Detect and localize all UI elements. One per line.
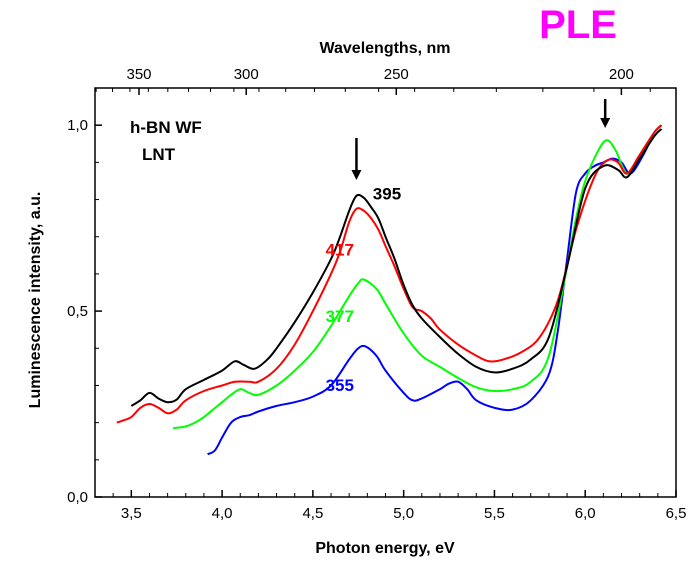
x-tick-label: 5,5 — [484, 505, 505, 522]
x-tick-label: 5,0 — [393, 505, 414, 522]
series-line-417 — [116, 124, 663, 424]
series-line-395 — [130, 128, 663, 407]
series-label-417: 417 — [326, 240, 354, 259]
y-axis-title: Luminescence intensity, a.u. — [27, 192, 44, 409]
y-tick-label: 1,0 — [67, 117, 88, 134]
series-line-355 — [207, 124, 663, 456]
series-label-395: 395 — [373, 185, 401, 204]
plot-frame — [94, 87, 677, 498]
x-axis-ticks: 3,5 4,0 4,5 5,0 5,5 6,0 6,5 — [94, 490, 687, 522]
x-tick-label: 4,0 — [212, 505, 233, 522]
top-axis-title: Wavelengths, nm — [320, 40, 451, 57]
series-labels: 395 417 377 355 — [326, 185, 402, 395]
x-axis-title: Photon energy, eV — [315, 540, 455, 557]
series-label-377: 377 — [326, 307, 354, 326]
peak-arrow-head — [351, 170, 362, 180]
top-tick-label: 300 — [234, 66, 259, 83]
sample-label: h-BN WF — [130, 118, 202, 137]
peak-arrows — [351, 99, 611, 180]
x-tick-label: 6,0 — [575, 505, 596, 522]
spectra-curves — [116, 124, 663, 456]
y-tick-label: 0,5 — [67, 303, 88, 320]
top-axis-ticks: 350 300 250 200 — [95, 66, 651, 95]
x-tick-label: 6,5 — [666, 505, 687, 522]
top-tick-label: 250 — [384, 66, 409, 83]
top-tick-label: 200 — [609, 66, 634, 83]
top-tick-label: 350 — [126, 66, 151, 83]
y-axis-ticks: 0,0 0,5 1,0 — [67, 117, 102, 506]
x-tick-label: 3,5 — [121, 505, 142, 522]
temperature-label: LNT — [142, 145, 176, 164]
y-tick-label: 0,0 — [67, 489, 88, 506]
peak-arrow-head — [600, 118, 611, 128]
series-label-355: 355 — [326, 376, 354, 395]
series-line-377 — [172, 124, 663, 430]
chart-title: PLE — [539, 3, 617, 47]
x-tick-label: 4,5 — [302, 505, 323, 522]
